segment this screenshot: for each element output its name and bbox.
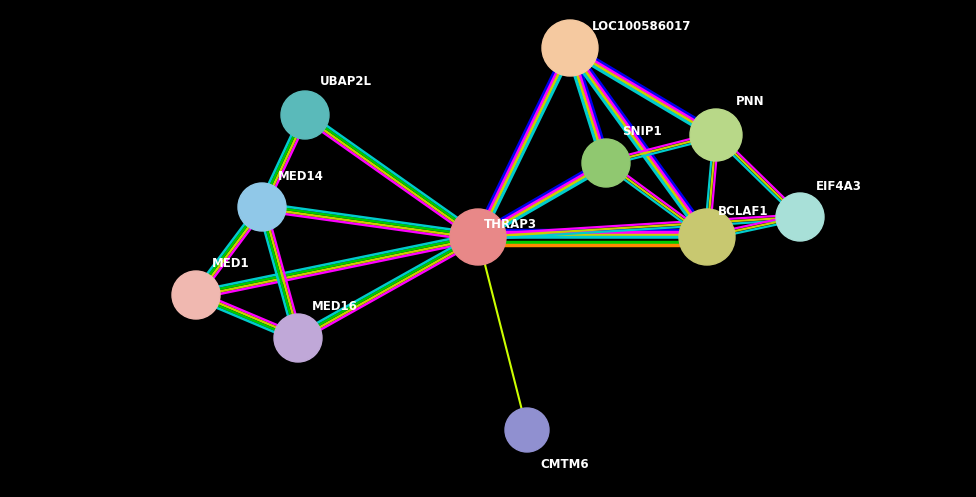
Circle shape: [281, 91, 329, 139]
Circle shape: [172, 271, 220, 319]
Text: MED1: MED1: [212, 257, 250, 270]
Circle shape: [690, 109, 742, 161]
Circle shape: [776, 193, 824, 241]
Text: UBAP2L: UBAP2L: [320, 75, 372, 88]
Circle shape: [679, 209, 735, 265]
Text: MED14: MED14: [278, 170, 324, 183]
Circle shape: [505, 408, 549, 452]
Text: SNIP1: SNIP1: [622, 125, 662, 138]
Text: MED16: MED16: [312, 300, 358, 313]
Circle shape: [542, 20, 598, 76]
Text: THRAP3: THRAP3: [484, 218, 537, 231]
Text: EIF4A3: EIF4A3: [816, 180, 862, 193]
Text: LOC100586017: LOC100586017: [592, 20, 691, 33]
Circle shape: [238, 183, 286, 231]
Circle shape: [450, 209, 506, 265]
Text: BCLAF1: BCLAF1: [718, 205, 768, 218]
Circle shape: [582, 139, 630, 187]
Circle shape: [274, 314, 322, 362]
Text: PNN: PNN: [736, 95, 764, 108]
Text: CMTM6: CMTM6: [540, 458, 589, 471]
